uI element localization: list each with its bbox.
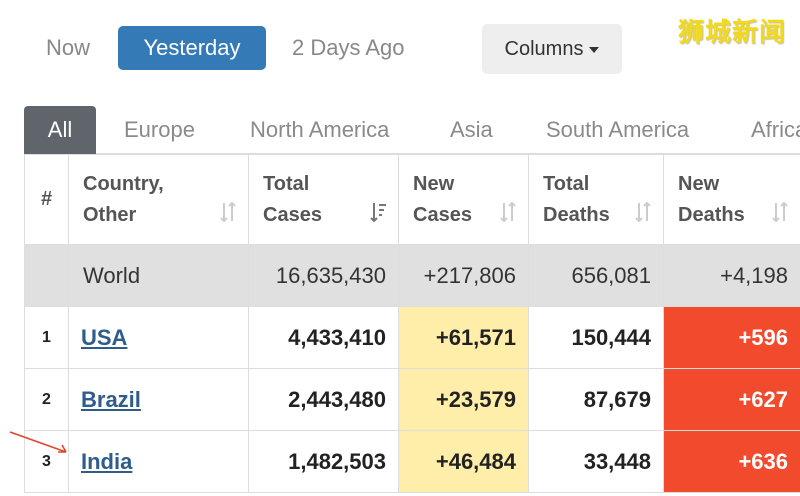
new-cases-cell: +61,571: [398, 306, 529, 369]
sort-arrows-icon[interactable]: [635, 201, 651, 223]
new-cases-cell: +23,579: [398, 368, 529, 431]
world-name-cell: World: [68, 244, 249, 307]
new-deaths-cell: +627: [663, 368, 800, 431]
caret-down-icon: [589, 46, 600, 53]
header-new-deaths-label-2: Deaths: [678, 203, 745, 226]
watermark-logo: 狮城新闻: [677, 18, 786, 48]
header-total-deaths-label-2: Deaths: [543, 203, 610, 226]
sort-descending-icon[interactable]: [370, 201, 386, 223]
header-new-deaths[interactable]: New Deaths: [663, 154, 800, 245]
tab-asia[interactable]: Asia: [450, 117, 493, 142]
arrow-annotation-icon: [9, 431, 67, 453]
region-tabs: All Europe North America Asia South Amer…: [24, 106, 800, 154]
table-row: 3 India 1,482,503 +46,484 33,448 +636: [24, 430, 800, 493]
sort-arrows-icon[interactable]: [772, 201, 788, 223]
total-cases-cell: 1,482,503: [248, 430, 399, 493]
day-filter-bar: Now Yesterday 2 Days Ago Columns: [0, 24, 800, 74]
covid-stats-table: # Country, Other Total Cases New Cases T…: [24, 154, 800, 493]
tab-africa[interactable]: Africa: [751, 117, 800, 142]
new-deaths-cell: +596: [663, 306, 800, 369]
world-rank-cell: [24, 244, 69, 307]
total-deaths-cell: 150,444: [528, 306, 664, 369]
world-new-deaths: +4,198: [663, 244, 800, 307]
sort-arrows-icon[interactable]: [500, 201, 516, 223]
header-country-label-2: Other: [83, 203, 137, 226]
columns-label: Columns: [504, 38, 584, 60]
world-new-cases: +217,806: [398, 244, 529, 307]
two-days-ago-button[interactable]: 2 Days Ago: [292, 35, 405, 60]
now-button[interactable]: Now: [46, 35, 91, 60]
country-cell: Brazil: [68, 368, 249, 431]
header-total-cases-label-1: Total: [263, 172, 310, 195]
table-row: 2 Brazil 2,443,480 +23,579 87,679 +627: [24, 368, 800, 431]
total-deaths-cell: 33,448: [528, 430, 664, 493]
country-cell: India: [68, 430, 249, 493]
world-total-cases: 16,635,430: [248, 244, 399, 307]
columns-dropdown-button[interactable]: Columns: [482, 24, 622, 74]
country-cell: USA: [68, 306, 249, 369]
header-rank[interactable]: #: [24, 154, 69, 245]
table-row: 1 USA 4,433,410 +61,571 150,444 +596: [24, 306, 800, 369]
tab-south-america[interactable]: South America: [546, 117, 690, 142]
header-total-cases[interactable]: Total Cases: [248, 154, 399, 245]
rank-cell: 1: [24, 306, 69, 369]
total-deaths-cell: 87,679: [528, 368, 664, 431]
tab-europe[interactable]: Europe: [124, 117, 195, 142]
tab-all[interactable]: All: [24, 106, 96, 154]
header-total-deaths[interactable]: Total Deaths: [528, 154, 664, 245]
world-total-row: World 16,635,430 +217,806 656,081 +4,198: [24, 244, 800, 307]
country-link[interactable]: Brazil: [81, 386, 141, 412]
world-total-deaths: 656,081: [528, 244, 664, 307]
country-link[interactable]: India: [81, 448, 133, 474]
yesterday-button[interactable]: Yesterday: [118, 26, 266, 70]
header-total-cases-label-2: Cases: [263, 203, 322, 226]
header-country-label-1: Country,: [83, 172, 164, 195]
table-header-row: # Country, Other Total Cases New Cases T…: [24, 154, 800, 245]
new-cases-cell: +46,484: [398, 430, 529, 493]
total-cases-cell: 2,443,480: [248, 368, 399, 431]
header-country[interactable]: Country, Other: [68, 154, 249, 245]
tab-north-america[interactable]: North America: [250, 117, 390, 142]
header-new-cases[interactable]: New Cases: [398, 154, 529, 245]
new-deaths-cell: +636: [663, 430, 800, 493]
header-total-deaths-label-1: Total: [543, 172, 590, 195]
total-cases-cell: 4,433,410: [248, 306, 399, 369]
header-new-cases-label-1: New: [413, 172, 455, 195]
country-link[interactable]: USA: [81, 324, 128, 350]
sort-arrows-icon[interactable]: [220, 201, 236, 223]
header-new-deaths-label-1: New: [678, 172, 720, 195]
header-new-cases-label-2: Cases: [413, 203, 472, 226]
rank-cell: 2: [24, 368, 69, 431]
